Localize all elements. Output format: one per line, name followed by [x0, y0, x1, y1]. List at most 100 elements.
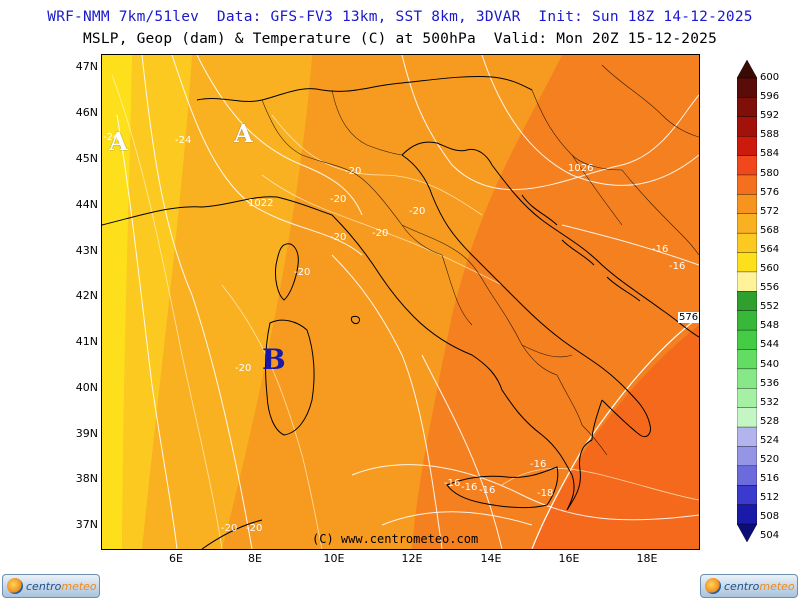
band-576 [412, 55, 699, 549]
isobar-label-1022: 1022 [248, 198, 274, 209]
colorbar-segment-544 [737, 329, 757, 351]
colorbar-label: 532 [760, 396, 780, 408]
temp-label: -24 [103, 132, 120, 143]
colorbar-label: 576 [760, 186, 780, 198]
centrometeo-logo-left[interactable]: centrometeo [2, 574, 100, 598]
band-564 [122, 55, 192, 549]
colorbar-label: 572 [760, 205, 780, 217]
high-pressure-center-alps: A [234, 119, 253, 148]
colorbar-segment-556 [737, 271, 757, 293]
colorbar-segment-536 [737, 368, 757, 389]
temp-label: -20 [372, 228, 389, 239]
forecast-map: A A B 1026 1022 576 -24 -24 -20 -20 -20 … [101, 54, 700, 550]
colorbar-label: 552 [760, 301, 780, 313]
high-pressure-center-west: A [109, 127, 128, 156]
colorbar-segment-532 [737, 388, 757, 409]
temp-label: -20 [330, 194, 347, 205]
contour-label-576: 576 [678, 312, 699, 323]
lat-label: 47N [75, 60, 98, 73]
lat-label: 42N [75, 289, 98, 302]
temp-label: -20 [235, 363, 252, 374]
lat-label: 41N [75, 335, 98, 348]
region-boundaries [261, 64, 699, 456]
isobar-lines [116, 55, 699, 549]
centrometeo-logo-right[interactable]: centrometeo [700, 574, 798, 598]
lon-label: 6E [169, 552, 183, 565]
colorbar-segment-588 [737, 116, 757, 137]
lon-label: 18E [636, 552, 658, 565]
colorbar-segment-504 [737, 523, 757, 542]
temp-label: -16 [479, 485, 496, 496]
colorbar-label: 584 [760, 148, 780, 160]
colorbar-label: 512 [760, 492, 780, 504]
band-572 [222, 55, 562, 549]
lat-label: 40N [75, 381, 98, 394]
colorbar-segment-548 [737, 310, 757, 331]
colorbar-segment-516 [737, 465, 757, 486]
lat-label: 38N [75, 472, 98, 485]
colorbar-segment-560 [737, 252, 757, 273]
map-subtitle: MSLP, Geop (dam) & Temperature (C) at 50… [82, 31, 717, 47]
lon-label: 10E [323, 552, 345, 565]
colorbar-label: 544 [760, 339, 780, 351]
colorbar-segment-596 [737, 77, 757, 99]
temp-label: -24 [175, 135, 192, 146]
temp-label: -16 [461, 482, 478, 493]
colorbar-label: 596 [760, 91, 780, 103]
colorbar-segment-564 [737, 232, 757, 254]
lat-label: 44N [75, 198, 98, 211]
colorbar-segment-524 [737, 426, 757, 448]
colorbar-segment-592 [737, 97, 757, 118]
lat-label: 46N [75, 106, 98, 119]
temp-label: -20 [294, 267, 311, 278]
lat-label: 45N [75, 152, 98, 165]
lat-label: 37N [75, 518, 98, 531]
lon-label: 8E [248, 552, 262, 565]
model-info-title: WRF-NMM 7km/51lev Data: GFS-FV3 13km, SS… [47, 9, 753, 25]
colorbar-segment-580 [737, 155, 757, 176]
colorbar-label: 548 [760, 320, 780, 332]
colorbar-label: 560 [760, 263, 780, 274]
globe-logo-icon [705, 578, 721, 594]
colorbar-segment-508 [737, 504, 757, 525]
lat-label: 43N [75, 244, 98, 257]
globe-logo-icon [7, 578, 23, 594]
low-pressure-center: B [262, 343, 286, 376]
isobar-label-1026: 1026 [568, 163, 594, 174]
temp-label: -20 [246, 523, 263, 534]
colorbar-segment-540 [737, 349, 757, 370]
logo-text: centrometeo [724, 579, 795, 593]
isotherm-lines [111, 74, 699, 549]
lat-label: 39N [75, 427, 98, 440]
colorbar-label: 520 [760, 454, 780, 465]
colorbar-label: 588 [760, 129, 780, 141]
temp-label: -16 [530, 459, 547, 470]
colorbar-label: 580 [760, 167, 780, 179]
colorbar-label: 556 [760, 282, 780, 294]
colorbar-label: 564 [760, 243, 780, 255]
colorbar-segment-600 [737, 60, 757, 79]
colorbar-segment-572 [737, 194, 757, 215]
lon-label: 12E [401, 552, 423, 565]
band-560 [102, 55, 132, 549]
colorbar-label: 524 [760, 434, 780, 446]
copyright-notice: (C) www.centrometeo.com [312, 532, 479, 546]
colorbar-segment-568 [737, 213, 757, 234]
temp-label: -18 [537, 488, 554, 499]
colorbar-segment-552 [737, 291, 757, 312]
colorbar-segment-512 [737, 485, 757, 506]
temp-label: -20 [221, 523, 238, 534]
geopotential-colorbar [737, 60, 757, 542]
colorbar-label: 600 [760, 72, 780, 83]
temp-label: -20 [409, 206, 426, 217]
colorbar-segment-520 [737, 446, 757, 467]
temp-label: -20 [330, 232, 347, 243]
colorbar-segment-584 [737, 135, 757, 157]
temp-label: -16 [652, 244, 669, 255]
lon-label: 16E [558, 552, 580, 565]
temp-label: -20 [345, 166, 362, 177]
coastlines [102, 76, 699, 549]
temp-label: -16 [444, 478, 461, 489]
colorbar-label: 508 [760, 511, 780, 523]
colorbar-label: 528 [760, 415, 780, 427]
